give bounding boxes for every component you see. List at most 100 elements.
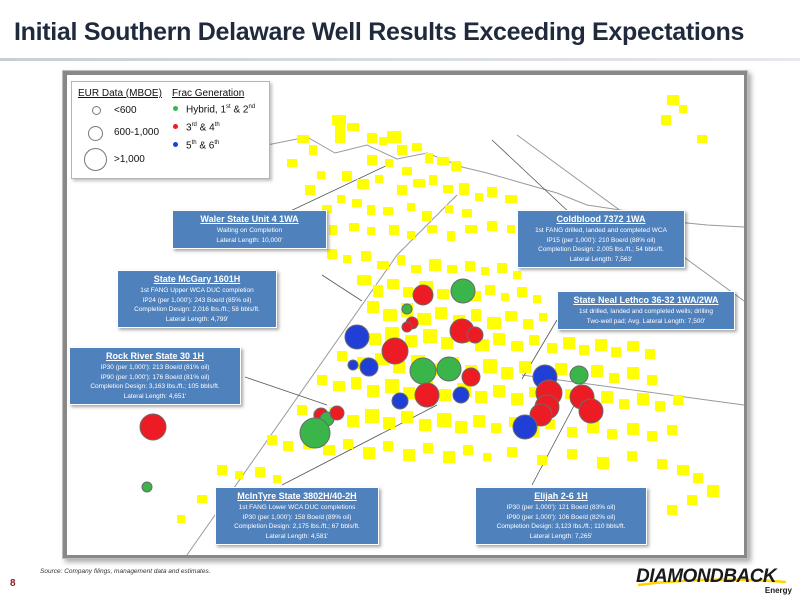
acreage-block: [587, 421, 599, 433]
acreage-map: [139, 95, 744, 555]
acreage-block: [697, 135, 707, 143]
acreage-block: [349, 223, 359, 231]
acreage-block: [357, 275, 371, 285]
callout-line: Lateral Length: 7,265': [529, 532, 593, 540]
callout-elijah[interactable]: Elijah 2-6 1H IP30 (per 1,000'): 121 Boe…: [475, 487, 647, 545]
callout-mcintyre-state[interactable]: McInTyre State 3802H/40-2H 1st FANG Lowe…: [215, 487, 379, 545]
acreage-block: [475, 391, 487, 403]
acreage-block: [475, 193, 483, 201]
acreage-block: [297, 405, 307, 415]
acreage-block: [627, 341, 639, 351]
well-marker[interactable]: [347, 359, 359, 371]
well-marker[interactable]: [512, 414, 538, 440]
eur-large-label: >1,000: [114, 154, 145, 165]
acreage-block: [273, 475, 281, 483]
well-marker[interactable]: [381, 337, 409, 365]
well-marker[interactable]: [299, 417, 331, 449]
well-marker[interactable]: [359, 357, 379, 377]
acreage-block: [342, 171, 352, 181]
eur-medium-icon: [88, 126, 103, 141]
acreage-block: [235, 471, 243, 479]
frac-gen12-label: Hybrid, 1st & 2nd: [186, 104, 256, 116]
well-marker[interactable]: [329, 405, 345, 421]
acreage-block: [413, 179, 425, 187]
page-number: 8: [10, 578, 16, 589]
acreage-block: [465, 261, 475, 271]
acreage-block: [677, 465, 689, 475]
callout-line: Lateral Length: 10,000': [216, 236, 283, 244]
leader-waler: [281, 162, 393, 216]
well-marker[interactable]: [466, 326, 484, 344]
acreage-block: [297, 135, 309, 143]
well-marker[interactable]: [391, 392, 409, 410]
well-marker[interactable]: [409, 357, 437, 385]
acreage-block: [177, 515, 185, 523]
frac-gen34-label: 3rd & 4th: [186, 122, 220, 134]
acreage-block: [511, 393, 523, 405]
acreage-block: [647, 375, 657, 385]
well-marker[interactable]: [569, 365, 589, 385]
eur-medium-label: 600-1,000: [114, 127, 160, 138]
acreage-block: [327, 249, 337, 259]
acreage-block: [403, 449, 415, 461]
acreage-block: [597, 457, 609, 469]
acreage-block: [283, 441, 293, 451]
callout-line: Completion Design: 2,175 lbs./ft.; 67 bb…: [234, 523, 360, 530]
acreage-block: [397, 255, 405, 265]
acreage-block: [645, 349, 655, 359]
acreage-block: [627, 367, 639, 379]
acreage-block: [317, 171, 325, 179]
acreage-block: [267, 435, 277, 445]
acreage-block: [369, 333, 381, 345]
eur-small-label: <600: [114, 105, 137, 116]
callout-state-mcgary[interactable]: State McGary 1601H 1st FANG Upper WCA DU…: [117, 270, 277, 328]
well-marker[interactable]: [139, 413, 167, 441]
callout-state-neal-lethco[interactable]: State Neal Lethco 36-32 1WA/2WA 1st dril…: [557, 291, 735, 330]
acreage-block: [367, 155, 377, 165]
well-marker[interactable]: [414, 382, 440, 408]
well-marker[interactable]: [461, 367, 481, 387]
acreage-block: [447, 265, 457, 273]
acreage-block: [513, 271, 521, 279]
well-marker[interactable]: [450, 278, 476, 304]
callout-coldblood[interactable]: Coldblood 7372 1WA 1st FANG drilled, lan…: [517, 210, 685, 268]
callout-line: Lateral Length: 4,799': [165, 315, 229, 323]
acreage-block: [305, 185, 315, 195]
acreage-block: [473, 415, 485, 427]
well-marker[interactable]: [436, 356, 462, 382]
well-marker[interactable]: [141, 481, 153, 493]
acreage-block: [322, 205, 332, 213]
callout-waler-state[interactable]: Waler State Unit 4 1WA Waiting on Comple…: [172, 210, 327, 249]
well-marker[interactable]: [401, 303, 413, 315]
acreage-block: [335, 125, 345, 143]
acreage-block: [463, 445, 473, 455]
acreage-block: [451, 161, 461, 171]
callout-rock-river-state[interactable]: Rock River State 30 1H IP30 (per 1,000')…: [69, 347, 241, 405]
map-area[interactable]: EUR Data (MBOE) Frac Generation <600 600…: [67, 75, 744, 555]
well-marker[interactable]: [344, 324, 370, 350]
leader-mcgary: [321, 274, 363, 302]
acreage-block: [507, 225, 515, 233]
acreage-block: [607, 429, 617, 439]
acreage-block: [507, 447, 517, 457]
acreage-block: [487, 187, 497, 197]
well-marker[interactable]: [401, 321, 413, 333]
acreage-block: [387, 131, 401, 143]
callout-line: IP90 (per 1,000'): 106 Boe/d (82% oil): [506, 513, 616, 521]
acreage-block: [417, 313, 431, 325]
callout-line: 1st FANG drilled, landed and completed W…: [535, 227, 667, 234]
well-marker[interactable]: [412, 284, 434, 306]
acreage-block: [537, 455, 547, 465]
acreage-block: [373, 285, 383, 297]
acreage-block: [493, 333, 505, 345]
acreage-block: [343, 439, 353, 449]
acreage-block: [411, 265, 421, 273]
acreage-block: [437, 157, 449, 165]
acreage-block: [383, 207, 393, 215]
map-legend: EUR Data (MBOE) Frac Generation <600 600…: [71, 81, 270, 179]
well-marker[interactable]: [452, 386, 470, 404]
acreage-block: [347, 123, 359, 131]
well-marker[interactable]: [578, 398, 604, 424]
callout-line: Lateral Length: 4,651': [123, 392, 187, 400]
callout-line: IP30 (per 1,000'): 213 Boe/d (81% oil): [100, 364, 210, 371]
